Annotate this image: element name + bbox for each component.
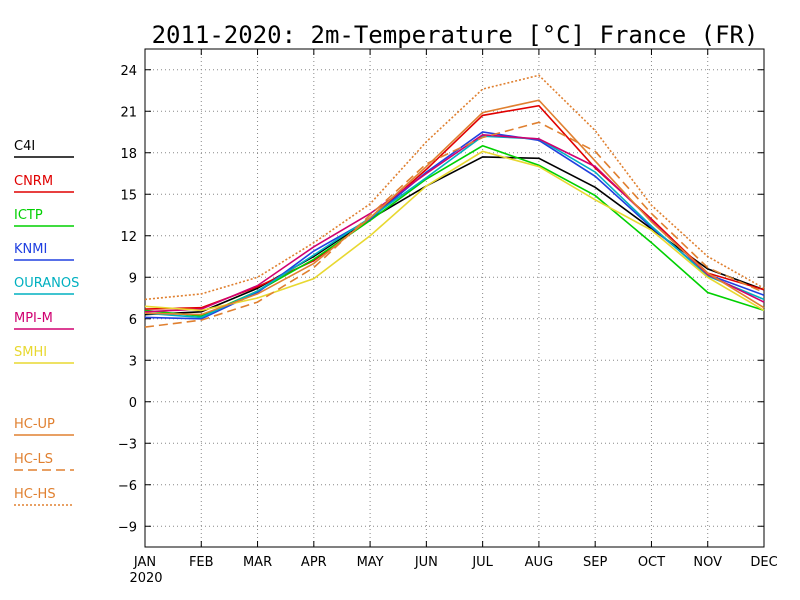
x-tick-label: MAR (243, 555, 272, 570)
x-tick-label: FEB (189, 555, 214, 570)
legend-label-cnrm: CNRM (14, 174, 53, 189)
x-tick-label: OCT (638, 555, 665, 570)
x-tick-label: SEP (583, 555, 607, 570)
legend-label-hc-up: HC-UP (14, 417, 55, 432)
x-tick-label: APR (301, 555, 327, 570)
legend: C4I CNRM ICTP KNMI OURANOS MPI-M SMHI HC-UP HC-L… (14, 139, 79, 506)
y-tick-label: 21 (120, 105, 137, 120)
y-tick-label: 18 (120, 147, 137, 162)
series-line-hc-up (144, 99, 765, 316)
legend-label-knmi: KNMI (14, 242, 47, 257)
plot-frame (144, 48, 765, 548)
series-lines (144, 74, 765, 328)
x-year-label: 2020 (129, 571, 162, 586)
legend-label-mpi-m: MPI-M (14, 311, 53, 326)
x-tick-label: JUN (414, 555, 438, 570)
y-tick-label: 3 (129, 354, 137, 369)
legend-label-c4i: C4I (14, 139, 35, 154)
x-tick-label: MAY (357, 555, 384, 570)
y-tick-label: −9 (118, 520, 137, 535)
y-tick-label: 12 (120, 230, 137, 245)
y-tick-label: 9 (129, 271, 137, 286)
y-tick-label: 24 (120, 64, 137, 79)
x-tick-label: NOV (693, 555, 722, 570)
series-line-cnrm (144, 104, 765, 310)
series-line-smhi (144, 150, 765, 312)
legend-label-smhi: SMHI (14, 345, 47, 360)
y-tick-label: −6 (118, 479, 137, 494)
series-line-ouranos (144, 135, 765, 319)
legend-label-hc-ls: HC-LS (14, 452, 53, 467)
legend-label-hc-hs: HC-HS (14, 487, 56, 502)
y-tick-label: 0 (129, 396, 137, 411)
legend-label-ouranos: OURANOS (14, 276, 79, 291)
y-tick-label: 6 (129, 313, 137, 328)
grid (145, 49, 764, 547)
series-line-mpi-m (144, 133, 765, 313)
x-tick-label: JUL (471, 555, 493, 570)
series-line-hc-ls (144, 121, 765, 328)
series-line-knmi (144, 131, 765, 320)
y-tick-label: 15 (120, 188, 137, 203)
x-tick-label: DEC (750, 555, 777, 570)
legend-label-ictp: ICTP (14, 208, 43, 223)
y-tick-label: −3 (118, 437, 137, 452)
series-line-hc-hs (144, 74, 765, 301)
axis-ticks: −9 −6 −3 0 3 6 9 12 15 18 21 24 JAN FEB MAR APR MAY JUN JU… (118, 49, 778, 570)
x-tick-label: JAN (133, 555, 156, 570)
chart-title: 2011-2020: 2m-Temperature [°C] France (F… (152, 21, 759, 49)
x-tick-label: AUG (525, 555, 553, 570)
